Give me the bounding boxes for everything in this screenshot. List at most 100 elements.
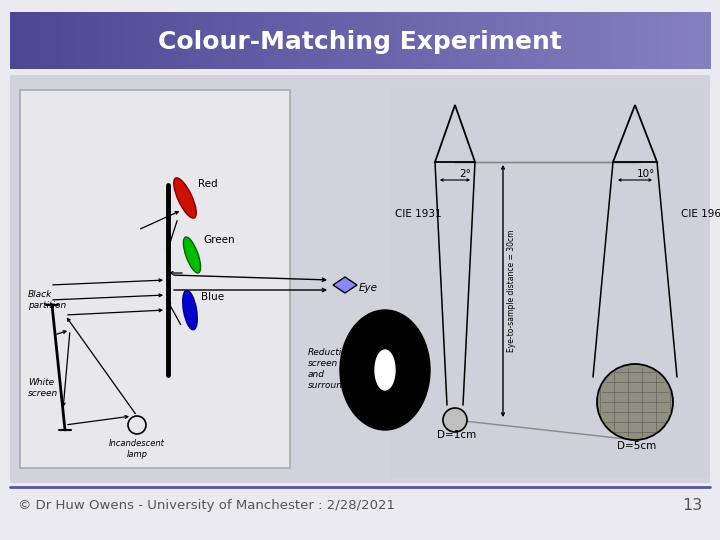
Bar [554,12,557,69]
Bar [484,12,487,69]
Bar [516,12,519,69]
Bar [101,12,104,69]
Bar [668,12,671,69]
Bar [439,12,442,69]
Bar [533,12,536,69]
Text: © Dr Huw Owens - University of Manchester : 2/28/2021: © Dr Huw Owens - University of Mancheste… [18,498,395,511]
Bar [465,12,468,69]
Bar [684,12,687,69]
Bar [649,12,652,69]
Bar [206,12,209,69]
Circle shape [597,364,673,440]
Bar [666,12,668,69]
Bar [108,12,111,69]
Bar [558,12,561,69]
Bar [430,12,433,69]
Bar [549,12,552,69]
Bar [526,12,528,69]
Bar [644,12,647,69]
Bar [238,12,241,69]
Bar [353,12,356,69]
Bar [514,12,517,69]
Bar [279,12,282,69]
Bar [490,12,493,69]
Bar [477,12,480,69]
Bar [318,12,321,69]
Bar [271,12,274,69]
Bar [356,12,358,69]
Bar [652,12,654,69]
Bar [251,12,253,69]
Bar [187,12,190,69]
Bar [94,12,96,69]
Text: Colour-Matching Experiment: Colour-Matching Experiment [158,30,562,55]
Bar [390,88,710,478]
Bar [197,12,199,69]
Bar [432,12,435,69]
Bar [213,12,216,69]
Bar [495,12,498,69]
Bar [621,12,624,69]
Bar [416,12,419,69]
Bar [106,12,109,69]
Bar [264,12,267,69]
Bar [27,12,30,69]
Bar [348,12,351,69]
Text: Green: Green [203,235,235,245]
Bar [257,12,260,69]
Bar [120,12,122,69]
Text: Eye: Eye [359,283,378,293]
Bar [531,12,534,69]
Bar [696,12,699,69]
Bar [76,12,78,69]
Bar [708,12,711,69]
Bar [405,12,408,69]
Bar [276,12,279,69]
Bar [654,12,657,69]
Bar [52,12,55,69]
Bar [176,12,179,69]
Bar [24,12,27,69]
Bar [390,12,393,69]
Bar [521,12,524,69]
Bar [635,12,638,69]
Bar [125,12,127,69]
Bar [192,12,195,69]
Bar [388,12,391,69]
Bar [140,12,143,69]
Text: Reduction
screen
and
surround: Reduction screen and surround [308,348,354,390]
Bar [657,12,660,69]
Bar [269,12,272,69]
Text: Red: Red [198,179,217,189]
Text: 10°: 10° [637,169,655,179]
Bar [367,12,370,69]
Text: Blue: Blue [201,292,224,302]
Bar [482,12,484,69]
Bar [262,12,265,69]
Bar [426,12,428,69]
Bar [706,12,708,69]
Bar [619,12,622,69]
Bar [474,12,477,69]
Text: Eye-to-sample distance = 30cm: Eye-to-sample distance = 30cm [507,230,516,352]
Bar [437,12,440,69]
Bar [99,12,102,69]
Bar [288,12,290,69]
Bar [222,12,225,69]
Bar [395,12,398,69]
Bar [687,12,690,69]
Bar [577,12,580,69]
Bar [42,12,45,69]
Bar [451,12,454,69]
Ellipse shape [340,310,430,430]
Bar [428,12,431,69]
Bar [328,12,330,69]
Bar [29,12,32,69]
Bar [498,12,500,69]
Bar [598,12,600,69]
Bar [45,12,48,69]
Bar [603,12,606,69]
Bar [215,12,218,69]
Text: Black
partition: Black partition [28,290,66,310]
Bar [134,12,137,69]
